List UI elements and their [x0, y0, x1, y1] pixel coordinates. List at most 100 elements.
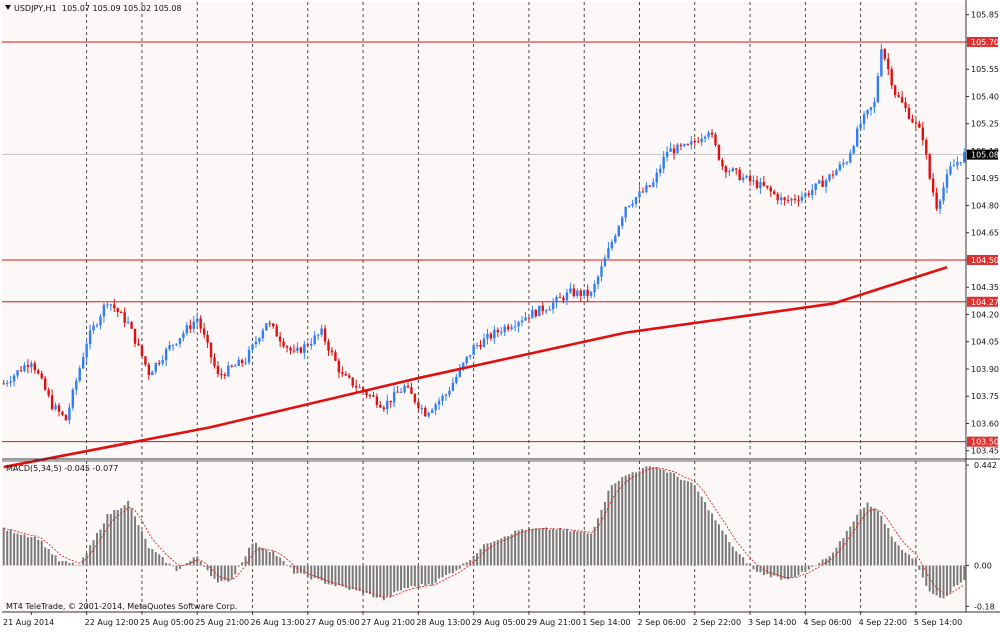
candle-body [365, 391, 368, 395]
macd-bar [33, 536, 36, 566]
macd-bar [462, 563, 465, 566]
candle-body [624, 206, 627, 218]
candle-body [883, 49, 887, 59]
macd-bar [261, 547, 264, 566]
macd-bar [189, 560, 192, 566]
macd-bar [341, 565, 344, 587]
candle-body [904, 102, 907, 109]
candle-body [386, 400, 389, 410]
candle-body [745, 175, 748, 178]
candle-body [313, 335, 316, 344]
level-label-box [967, 436, 998, 447]
macd-bar [572, 530, 575, 566]
macd-bar [16, 533, 19, 566]
level-label: 104.27 [971, 298, 999, 307]
x-tick-label: 21 Aug 2014 [3, 618, 54, 627]
macd-bar [206, 565, 209, 571]
candle-body [126, 322, 130, 324]
macd-bar [711, 513, 714, 566]
candle-body [26, 365, 30, 367]
macd-bar [296, 565, 299, 574]
candle-body [458, 368, 462, 377]
candle-body [935, 192, 938, 209]
macd-bar [510, 534, 513, 566]
macd-bar [959, 565, 962, 583]
candle-body [693, 141, 696, 143]
macd-bar [901, 550, 904, 566]
candle-body [945, 174, 949, 188]
candle-body [113, 304, 116, 309]
candle-body [30, 363, 33, 367]
macd-bar [845, 530, 848, 566]
macd-bar [659, 469, 662, 566]
macd-bar [527, 527, 530, 566]
candle-body [220, 373, 223, 375]
macd-bar [334, 565, 337, 587]
macd-bar [890, 536, 893, 566]
candle-body [562, 297, 565, 301]
macd-bar [358, 565, 361, 592]
macd-bar [410, 565, 413, 586]
macd-bar [92, 540, 95, 566]
macd-bar [883, 523, 886, 566]
candle-body [254, 341, 258, 345]
candle-body [907, 108, 911, 119]
candle-body [437, 400, 441, 405]
candle-body [849, 153, 852, 163]
macd-bar [292, 565, 295, 574]
candle-body [140, 345, 144, 357]
candle-body [741, 177, 745, 181]
macd-bar [272, 551, 275, 566]
dropdown-triangle-icon[interactable] [5, 5, 11, 10]
candle-body [728, 171, 731, 173]
candle-body [500, 332, 503, 334]
macd-bar [700, 496, 703, 566]
macd-bar [123, 505, 126, 566]
candle-body [251, 344, 254, 350]
candle-body [19, 370, 23, 372]
candle-body [258, 338, 261, 342]
macd-bar [393, 565, 396, 593]
macd-signal [3, 467, 965, 598]
macd-bar [631, 472, 634, 566]
macd-bar [310, 565, 313, 580]
candle-body [776, 193, 779, 201]
macd-title: MACD(5,34,5) -0.045 -0.077 [6, 464, 118, 473]
candle-body [949, 166, 952, 175]
macd-bar [662, 469, 665, 566]
candle-body [272, 323, 275, 327]
candle-body [672, 148, 676, 154]
macd-bar [434, 565, 437, 583]
candle-body [348, 375, 351, 378]
candle-body [938, 200, 942, 209]
macd-bar [420, 565, 423, 584]
macd-bar [842, 538, 845, 566]
macd-bar [728, 542, 731, 566]
candle-body [47, 389, 50, 396]
candle-body [316, 334, 320, 336]
macd-bar [424, 565, 427, 586]
candle-body [413, 393, 417, 403]
vertical-gridlines [86, 2, 917, 612]
macd-bar [417, 565, 420, 588]
macd-bar [455, 565, 458, 571]
macd-bar [503, 536, 506, 566]
candle-body [130, 322, 133, 329]
candle-body [925, 140, 928, 155]
macd-bar [545, 527, 548, 566]
macd-bar [51, 554, 54, 566]
macd-bar [749, 564, 752, 566]
macd-bar [548, 529, 551, 566]
macd-bar [828, 556, 831, 566]
candle-body [527, 317, 531, 319]
candle-body [900, 96, 904, 103]
x-tick-label: 25 Aug 05:00 [140, 618, 194, 627]
macd-bar [192, 557, 195, 566]
macd-tick-label: 0.442 [974, 461, 997, 470]
macd-bar [766, 565, 769, 575]
macd-bar [172, 565, 175, 567]
macd-bar [254, 542, 257, 566]
macd-bar [576, 531, 579, 566]
candle-body [123, 312, 126, 323]
candle-body [379, 405, 382, 408]
